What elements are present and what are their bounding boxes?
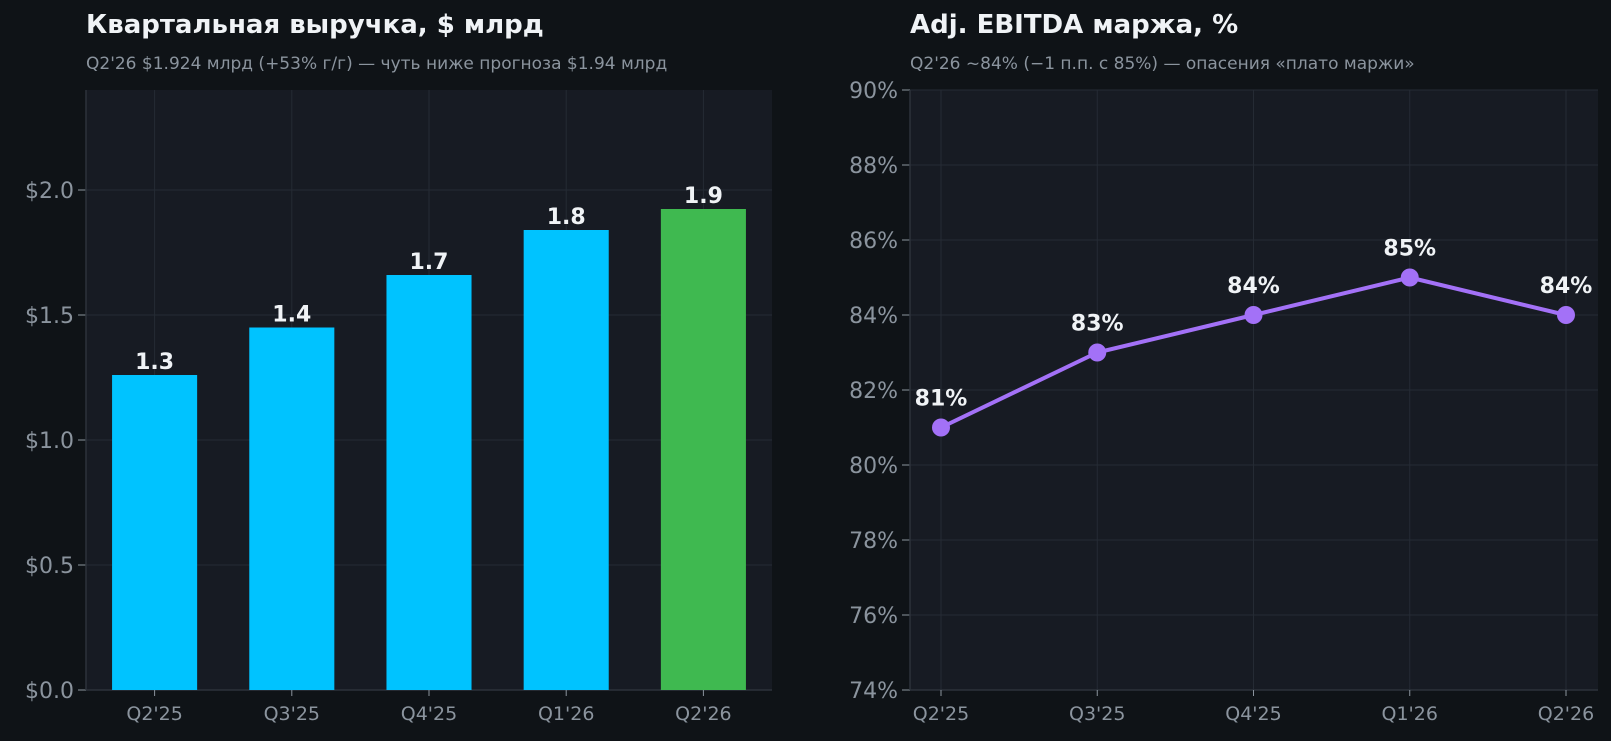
revenue-bar-value-label: 1.9 — [684, 184, 723, 209]
margin-point-value-label: 85% — [1383, 237, 1436, 262]
revenue-bar — [249, 327, 335, 690]
margin-y-tick-label: 88% — [849, 154, 898, 179]
revenue-x-tick-label: Q1'26 — [538, 703, 594, 725]
margin-chart-subtitle: Q2'26 ~84% (−1 п.п. с 85%) — опасения «п… — [910, 54, 1415, 74]
revenue-x-tick-label: Q4'25 — [401, 703, 457, 725]
revenue-bar — [112, 375, 198, 690]
revenue-y-tick-label: $2.0 — [25, 179, 74, 204]
margin-y-tick-label: 78% — [849, 529, 898, 554]
margin-point-value-label: 81% — [915, 387, 968, 412]
margin-point-value-label: 84% — [1227, 274, 1280, 299]
margin-data-point — [1088, 343, 1107, 362]
revenue-bar-chart: $0.0 $0.5 $1.0 $1.5 $2.0 1.3 Q2'25 1.4 Q3'25 1.7 Q… — [25, 90, 772, 725]
revenue-bar — [523, 230, 609, 690]
revenue-bar — [386, 275, 472, 690]
margin-y-tick-label: 80% — [849, 454, 898, 479]
revenue-chart-subtitle: Q2'26 $1.924 млрд (+53% г/г) — чуть ниже… — [86, 54, 668, 74]
margin-y-tick-label: 82% — [849, 379, 898, 404]
revenue-bar-value-label: 1.4 — [272, 303, 311, 328]
revenue-y-tick-label: $0.0 — [25, 679, 74, 704]
revenue-y-tick-label: $1.0 — [25, 429, 74, 454]
revenue-x-tick-label: Q2'26 — [675, 703, 731, 725]
revenue-chart-title: Квартальная выручка, $ млрд — [86, 10, 544, 40]
margin-data-point — [1557, 306, 1575, 324]
revenue-bar-value-label: 1.8 — [547, 205, 586, 230]
margin-y-tick-label: 74% — [849, 679, 898, 704]
margin-point-value-label: 84% — [1540, 274, 1593, 299]
margin-chart-title: Adj. EBITDA маржа, % — [910, 10, 1239, 40]
revenue-bar-value-label: 1.7 — [410, 250, 449, 275]
margin-y-tick-label: 76% — [849, 604, 898, 629]
revenue-bar — [660, 209, 746, 690]
margin-y-tick-label: 90% — [849, 79, 898, 104]
revenue-y-tick-label: $1.5 — [25, 304, 74, 329]
margin-x-tick-label: Q2'25 — [913, 703, 969, 725]
revenue-x-tick-label: Q2'25 — [126, 703, 182, 725]
margin-line-chart: 74% 76% 78% 80% 82% 84% 86% 88% 90% 81% Q2'25 83% Q3… — [849, 79, 1598, 725]
margin-point-value-label: 83% — [1071, 312, 1124, 337]
revenue-x-tick-label: Q3'25 — [264, 703, 320, 725]
revenue-bar-value-label: 1.3 — [135, 350, 174, 375]
margin-data-point — [932, 418, 950, 437]
revenue-y-tick-label: $0.5 — [25, 554, 74, 579]
margin-x-tick-label: Q2'26 — [1538, 703, 1594, 725]
margin-x-tick-label: Q1'26 — [1382, 703, 1438, 725]
margin-x-tick-label: Q3'25 — [1069, 703, 1125, 725]
margin-y-tick-label: 86% — [849, 229, 898, 254]
margin-y-tick-label: 84% — [849, 304, 898, 329]
margin-x-tick-label: Q4'25 — [1225, 703, 1281, 725]
margin-data-point — [1400, 268, 1419, 287]
margin-data-point — [1244, 306, 1263, 324]
